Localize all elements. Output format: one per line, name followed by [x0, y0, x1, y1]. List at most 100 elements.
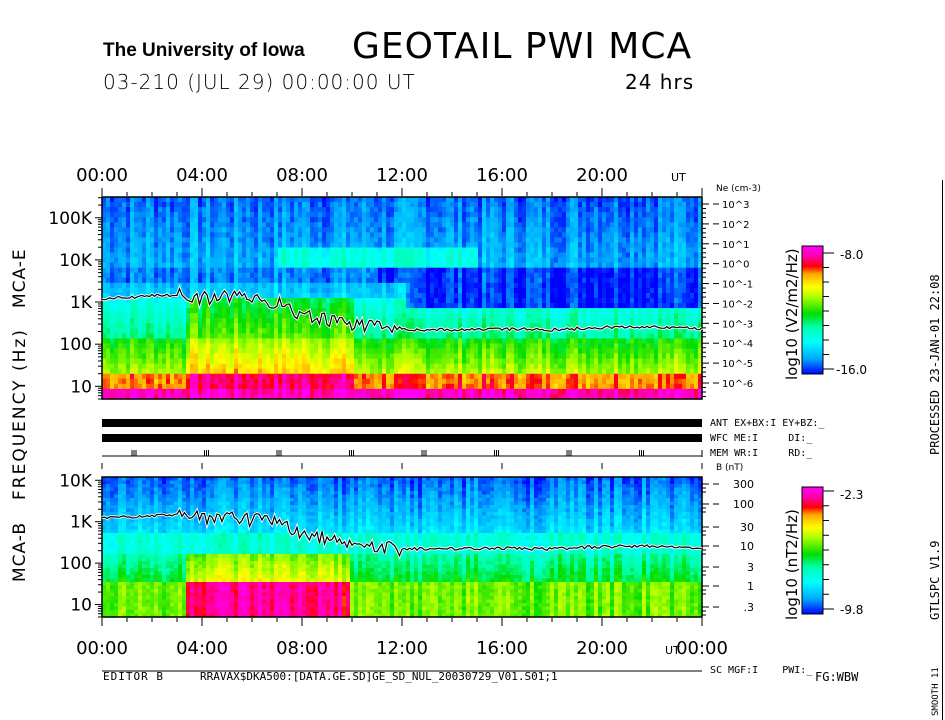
spectrogram-cell [454, 333, 459, 339]
spectrogram-cell [258, 388, 263, 395]
spectrogram-cell [102, 323, 107, 329]
spectrogram-cell [118, 272, 123, 279]
spectrogram-cell [162, 393, 167, 400]
spectrogram-cell [426, 282, 431, 289]
spectrogram-cell [398, 363, 403, 370]
spectrogram-cell [570, 292, 575, 299]
spectrogram-cell [338, 197, 343, 203]
spectrogram-cell [170, 197, 175, 203]
spectrogram-cell [258, 262, 263, 269]
spectrogram-cell [158, 202, 163, 208]
spectrogram-cell [130, 313, 135, 319]
spectrogram-cell [134, 262, 139, 269]
spectrogram-cell [510, 353, 515, 360]
spectrogram-cell [374, 333, 379, 339]
time-tick-label: 00:00 [76, 165, 128, 186]
spectrogram-cell [106, 217, 111, 223]
spectrogram-cell [538, 383, 543, 390]
spectrogram-cell [278, 282, 283, 289]
spectrogram-cell [182, 252, 187, 259]
spectrogram-cell [510, 252, 515, 259]
spectrogram-cell [414, 287, 419, 294]
spectrogram-cell [270, 298, 275, 304]
spectrogram-cell [386, 303, 391, 309]
spectrogram-cell [270, 328, 275, 334]
spectrogram-cell [190, 363, 195, 370]
spectrogram-cell [578, 252, 583, 259]
spectrogram-cell [182, 282, 187, 289]
spectrogram-cell [338, 202, 343, 208]
spectrogram-cell [434, 282, 439, 289]
spectrogram-cell [318, 363, 323, 370]
spectrogram-cell [122, 282, 127, 289]
spectrogram-cell [534, 328, 539, 334]
spectrogram-cell [438, 282, 443, 289]
spectrogram-cell [546, 247, 551, 254]
spectrogram-cell [350, 217, 355, 223]
spectrogram-cell [454, 222, 459, 228]
spectrogram-cell [402, 232, 407, 238]
spectrogram-cell [286, 287, 291, 294]
spectrogram-cell [334, 282, 339, 289]
spectrogram-cell [578, 393, 583, 400]
spectrogram-cell [470, 313, 475, 319]
spectrogram-cell [326, 222, 331, 228]
spectrogram-cell [518, 308, 523, 314]
spectrogram-cell [266, 227, 271, 233]
spectrogram-cell [326, 272, 331, 279]
spectrogram-cell [518, 388, 523, 395]
spectrogram-cell [254, 237, 259, 244]
spectrogram-cell [146, 323, 151, 329]
spectrogram-cell [478, 298, 483, 304]
spectrogram-cell [142, 363, 147, 370]
spectrogram-cell [214, 222, 219, 228]
spectrogram-cell [542, 343, 547, 350]
spectrogram-cell [374, 227, 379, 233]
spectrogram-cell [242, 393, 247, 400]
spectrogram-cell [394, 368, 399, 375]
spectrogram-cell [514, 212, 519, 218]
spectrogram-cell [574, 353, 579, 360]
spectrogram-cell [114, 257, 119, 264]
spectrogram-cell [150, 333, 155, 339]
spectrogram-cell [474, 262, 479, 269]
spectrogram-cell [526, 353, 531, 360]
spectrogram-cell [462, 378, 467, 385]
spectrogram-cell [430, 378, 435, 385]
spectrogram-cell [162, 368, 167, 375]
spectrogram-cell [458, 343, 463, 350]
spectrogram-cell [546, 217, 551, 223]
spectrogram-cell [502, 212, 507, 218]
spectrogram-cell [590, 383, 595, 390]
spectrogram-cell [342, 298, 347, 304]
spectrogram-cell [250, 237, 255, 244]
spectrogram-cell [118, 363, 123, 370]
spectrogram-cell [242, 217, 247, 223]
spectrogram-cell [334, 277, 339, 284]
spectrogram-cell [318, 308, 323, 314]
spectrogram-cell [434, 222, 439, 228]
spectrogram-cell [358, 202, 363, 208]
spectrogram-cell [250, 338, 255, 345]
spectrogram-cell [286, 348, 291, 355]
spectrogram-cell [526, 323, 531, 329]
spectrogram-cell [274, 222, 279, 228]
spectrogram-cell [130, 368, 135, 375]
spectrogram-cell [110, 378, 115, 385]
spectrogram-cell [342, 313, 347, 319]
spectrogram-cell [478, 393, 483, 400]
spectrogram-cell [430, 262, 435, 269]
spectrogram-cell [414, 257, 419, 264]
spectrogram-cell [382, 237, 387, 244]
right-border [942, 180, 943, 720]
spectrogram-cell [106, 247, 111, 254]
spectrogram-cell [354, 298, 359, 304]
spectrogram-cell [322, 378, 327, 385]
spectrogram-cell [446, 378, 451, 385]
spectrogram-cell [534, 292, 539, 299]
spectrogram-cell [518, 298, 523, 304]
spectrogram-cell [142, 368, 147, 375]
spectrogram-cell [274, 393, 279, 400]
spectrogram-cell [282, 202, 287, 208]
spectrogram-cell [378, 348, 383, 355]
